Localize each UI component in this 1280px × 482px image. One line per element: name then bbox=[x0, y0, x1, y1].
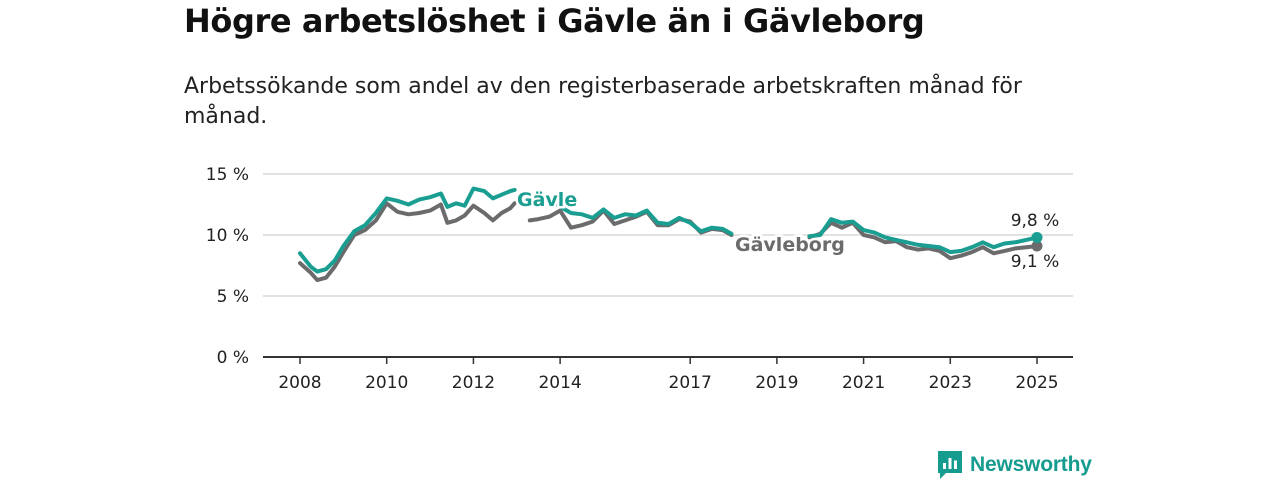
series-line-gavleborg bbox=[807, 220, 1039, 261]
x-tick-label: 2025 bbox=[1015, 373, 1058, 393]
series-line-gavleborg bbox=[298, 201, 517, 283]
y-tick-label: 10 % bbox=[206, 226, 249, 246]
series-lines bbox=[298, 186, 1039, 283]
x-tick-label: 2010 bbox=[365, 373, 408, 393]
chart-subtitle: Arbetssökande som andel av den registerb… bbox=[184, 74, 1022, 129]
series-label-gavle: Gävle bbox=[517, 189, 577, 211]
x-tick-label: 2017 bbox=[669, 373, 712, 393]
end-point-gavle bbox=[1031, 231, 1043, 243]
newsworthy-brand: Newsworthy bbox=[936, 448, 1092, 482]
x-tick-label: 2008 bbox=[278, 373, 321, 393]
chart-title: Högre arbetslöshet i Gävle än i Gävlebor… bbox=[184, 2, 925, 40]
end-markers bbox=[1031, 231, 1043, 252]
end-label-gavle: 9,8 % bbox=[1011, 211, 1060, 231]
x-tick-label: 2012 bbox=[452, 373, 495, 393]
x-tick-label: 2021 bbox=[842, 373, 885, 393]
x-axis-ticks: 2008 2010 2012 2014 2017 2019 2021 2023 2025 bbox=[278, 357, 1059, 393]
end-point-gavleborg bbox=[1031, 240, 1043, 252]
newsworthy-logo-icon bbox=[938, 451, 962, 479]
series-line-gavle bbox=[553, 201, 734, 236]
brand-name: Newsworthy bbox=[970, 453, 1092, 476]
x-tick-label: 2023 bbox=[929, 373, 972, 393]
series-line-gavle bbox=[807, 217, 1039, 255]
x-tick-label: 2019 bbox=[755, 373, 798, 393]
series-label-gavleborg: Gävleborg bbox=[735, 234, 845, 256]
y-tick-label: 15 % bbox=[206, 165, 249, 185]
y-tick-label: 5 % bbox=[217, 287, 249, 307]
gridlines bbox=[263, 173, 1073, 297]
x-tick-label: 2014 bbox=[538, 373, 581, 393]
y-tick-label: 0 % bbox=[217, 348, 249, 368]
y-axis-labels: 0 % 5 % 10 % 15 % bbox=[206, 165, 249, 368]
line-chart: 0 %5 %10 %15 % 2008 2010 2012 2014 2017 2019 2… bbox=[206, 165, 1073, 393]
end-label-gavleborg: 9,1 % bbox=[1011, 252, 1060, 272]
series-line-gavle bbox=[298, 186, 517, 274]
